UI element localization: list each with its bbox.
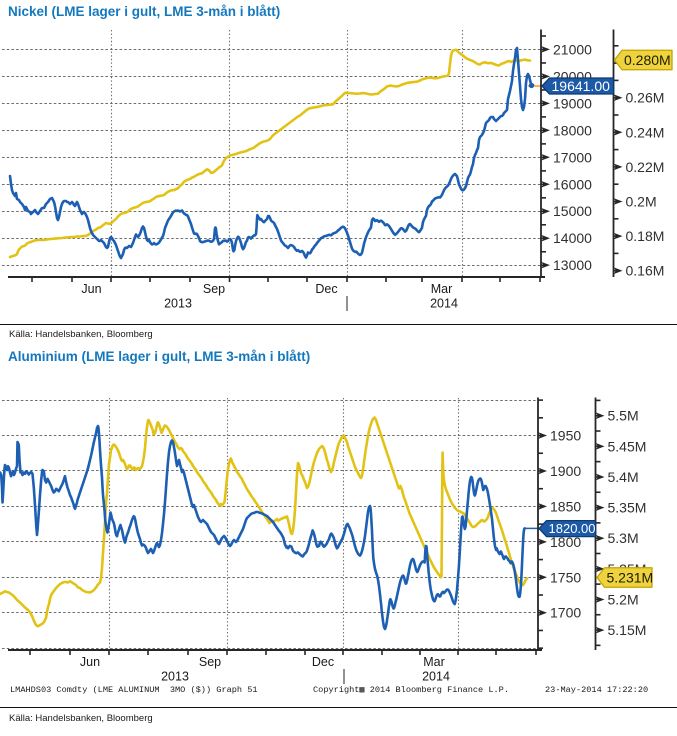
svg-text:5.45M: 5.45M: [608, 438, 647, 454]
svg-text:Mar: Mar: [431, 282, 453, 296]
svg-text:19000: 19000: [553, 95, 592, 111]
svg-text:0.16M: 0.16M: [626, 263, 665, 279]
svg-text:1750: 1750: [550, 569, 581, 585]
svg-text:1700: 1700: [550, 605, 581, 621]
svg-text:5.35M: 5.35M: [608, 500, 647, 516]
svg-text:Sep: Sep: [203, 282, 225, 296]
svg-text:14000: 14000: [553, 230, 592, 246]
svg-text:Dec: Dec: [312, 655, 334, 669]
svg-text:5.2M: 5.2M: [608, 591, 639, 607]
svg-text:15000: 15000: [553, 203, 592, 219]
svg-text:19641.00: 19641.00: [552, 78, 611, 94]
svg-text:2013: 2013: [164, 297, 192, 311]
svg-text:1820.00: 1820.00: [549, 521, 596, 536]
svg-text:1900: 1900: [550, 463, 581, 479]
svg-text:2014: 2014: [430, 297, 458, 311]
svg-text:1800: 1800: [550, 534, 581, 550]
svg-text:5.15M: 5.15M: [608, 622, 647, 638]
svg-text:0.2M: 0.2M: [626, 194, 657, 210]
svg-text:17000: 17000: [553, 149, 592, 165]
svg-text:Jun: Jun: [81, 282, 101, 296]
svg-text:18000: 18000: [553, 122, 592, 138]
svg-text:Sep: Sep: [199, 655, 221, 669]
svg-text:Jun: Jun: [80, 655, 100, 669]
svg-text:0.280M: 0.280M: [624, 52, 671, 68]
svg-text:5.5M: 5.5M: [608, 408, 639, 424]
svg-text:0.18M: 0.18M: [626, 228, 665, 244]
svg-text:0.24M: 0.24M: [626, 124, 665, 140]
svg-text:16000: 16000: [553, 176, 592, 192]
svg-text:1850: 1850: [550, 498, 581, 514]
svg-text:5.231M: 5.231M: [607, 569, 654, 585]
svg-text:13000: 13000: [553, 257, 592, 273]
svg-text:0.26M: 0.26M: [626, 90, 665, 106]
svg-text:5.3M: 5.3M: [608, 530, 639, 546]
svg-text:Mar: Mar: [423, 655, 445, 669]
svg-text:5.4M: 5.4M: [608, 469, 639, 485]
svg-text:2013: 2013: [161, 670, 189, 684]
svg-text:2014: 2014: [422, 670, 450, 684]
svg-text:21000: 21000: [553, 41, 592, 57]
svg-text:Dec: Dec: [315, 282, 337, 296]
svg-text:0.22M: 0.22M: [626, 159, 665, 175]
svg-text:1950: 1950: [550, 428, 581, 444]
